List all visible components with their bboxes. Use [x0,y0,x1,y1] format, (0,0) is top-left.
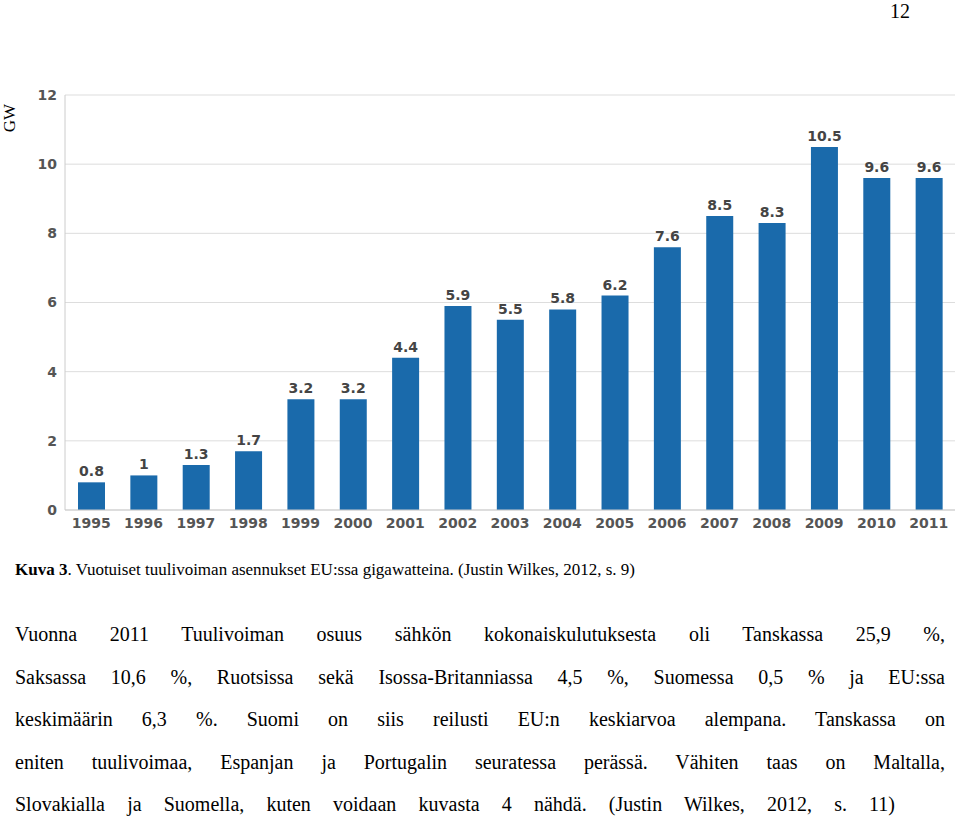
svg-text:10: 10 [38,156,58,172]
html-text:Saksassa 10,6 %, Ruotsissa sek: Saksassa 10,6 %, Ruotsissa sekä Isossa-B… [15,665,945,688]
svg-text:1.7: 1.7 [236,432,261,448]
svg-text:7.6: 7.6 [655,228,680,244]
svg-text:2000: 2000 [333,515,372,531]
html-text:GW: GW [0,103,20,133]
svg-text:2003: 2003 [491,515,530,531]
html-text:12: 12 [890,0,910,22]
svg-text:6.2: 6.2 [603,277,628,293]
html-text:Slovakialla ja Suomella, kuten: Slovakialla ja Suomella, kuten voidaan k… [15,793,895,815]
svg-text:1998: 1998 [229,515,268,531]
svg-text:8: 8 [47,225,57,241]
svg-text:2004: 2004 [543,515,582,531]
svg-text:1995: 1995 [72,515,111,531]
svg-text:4: 4 [47,364,57,380]
svg-text:3.2: 3.2 [341,380,366,396]
svg-text:3.2: 3.2 [289,380,314,396]
svg-text:2009: 2009 [805,515,844,531]
svg-text:9.6: 9.6 [917,159,942,175]
svg-text:2010: 2010 [857,515,896,531]
svg-text:2002: 2002 [438,515,477,531]
svg-text:8.5: 8.5 [707,197,732,213]
svg-text:12: 12 [38,87,57,103]
svg-text:2011: 2011 [909,515,948,531]
svg-text:2005: 2005 [595,515,634,531]
svg-text:8.3: 8.3 [760,204,785,220]
svg-text:5.5: 5.5 [498,301,523,317]
svg-text:10.5: 10.5 [807,128,842,144]
svg-text:2006: 2006 [648,515,687,531]
svg-text:1997: 1997 [176,515,215,531]
svg-text:2001: 2001 [386,515,425,531]
html-text:Vuonna 2011 Tuulivoiman osuus: Vuonna 2011 Tuulivoiman osuus sähkön kok… [15,623,945,645]
svg-text:2: 2 [47,433,57,449]
html-text:eniten tuulivoimaa, Espanjan j: eniten tuulivoimaa, Espanjan ja Portugal… [15,750,945,773]
html-text:Kuva 3. Vuotuiset tuulivoiman: Kuva 3. Vuotuiset tuulivoiman asennukset… [15,560,635,579]
svg-text:1: 1 [139,456,149,472]
svg-text:2007: 2007 [700,515,739,531]
html-text:keskimäärin 6,3 %. Suomi on si: keskimäärin 6,3 %. Suomi on siis reilust… [15,708,945,730]
svg-text:9.6: 9.6 [864,159,889,175]
svg-text:5.9: 5.9 [446,287,471,303]
svg-text:6: 6 [47,294,57,310]
svg-text:4.4: 4.4 [393,339,418,355]
svg-text:0.8: 0.8 [79,463,104,479]
svg-text:5.8: 5.8 [550,290,575,306]
svg-text:0: 0 [47,502,57,518]
svg-text:1.3: 1.3 [184,446,209,462]
svg-text:1996: 1996 [124,515,163,531]
svg-text:2008: 2008 [752,515,791,531]
svg-text:1999: 1999 [281,515,320,531]
